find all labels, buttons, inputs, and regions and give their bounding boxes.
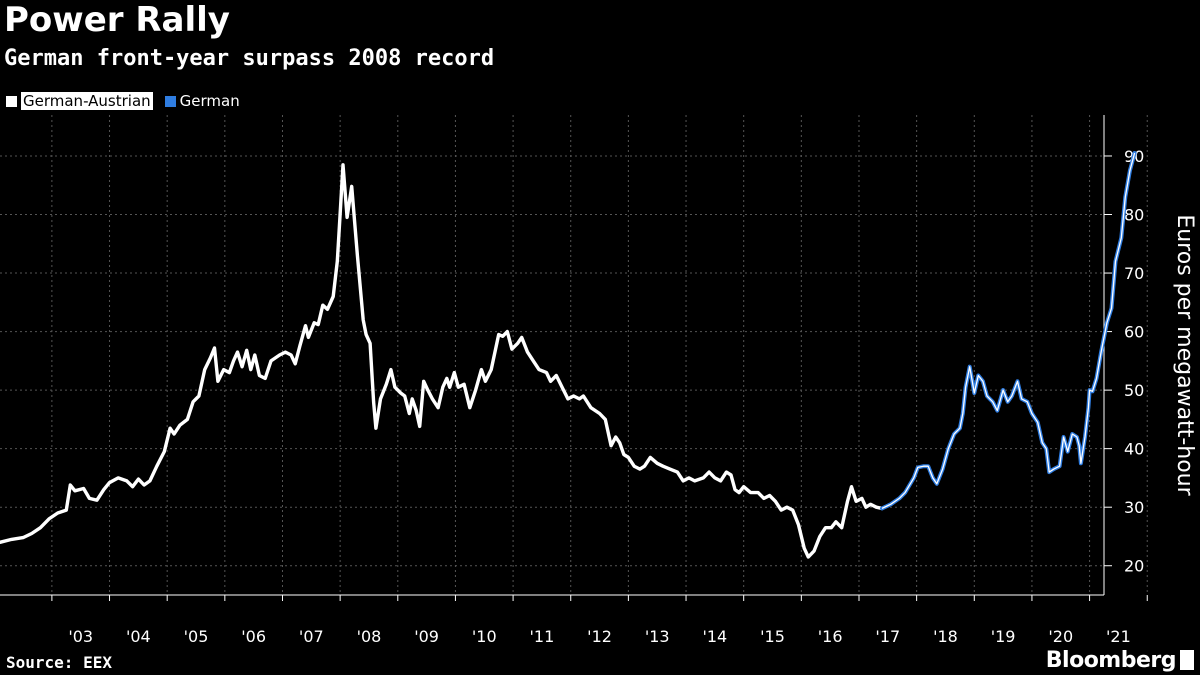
series-line-german-austrian: [0, 163, 884, 559]
y-axis-label: Euros per megawatt-hour: [1172, 214, 1197, 496]
series-line-german: [881, 152, 1136, 509]
legend-swatch-german: [164, 95, 176, 107]
x-tick-label: '20: [1048, 627, 1073, 646]
x-tick-label: '16: [818, 627, 843, 646]
y-tick-label: 20: [1124, 557, 1144, 576]
legend-item-german: German: [164, 92, 240, 110]
y-tick-label: 40: [1124, 440, 1144, 459]
x-tick-label: '19: [991, 627, 1016, 646]
x-tick-label: '05: [184, 627, 209, 646]
legend-label-german-austrian: German-Austrian: [21, 92, 153, 110]
y-tick-label: 50: [1124, 381, 1144, 400]
y-tick-label: 80: [1124, 206, 1144, 225]
x-tick-label: '06: [241, 627, 266, 646]
bloomberg-logo: Bloomberg: [1045, 648, 1177, 673]
x-tick-label: '15: [760, 627, 785, 646]
x-tick-label: '13: [645, 627, 670, 646]
source-note: Source: EEX: [6, 653, 112, 672]
chart-title: Power Rally: [4, 0, 230, 40]
legend-swatch-german-austrian: [6, 95, 17, 107]
series-line-german-outline: [880, 151, 1137, 511]
y-tick-label: 70: [1124, 264, 1144, 283]
chart-subtitle: German front-year surpass 2008 record: [4, 46, 495, 71]
x-tick-label: '09: [414, 627, 439, 646]
legend-label-german: German: [179, 92, 240, 110]
x-tick-label: '10: [472, 627, 497, 646]
y-tick-label: 60: [1124, 323, 1144, 342]
x-tick-label: '11: [530, 627, 555, 646]
legend-item-german-austrian: German-Austrian: [6, 92, 153, 110]
x-tick-label: '18: [933, 627, 958, 646]
y-tick-label: 30: [1124, 498, 1144, 517]
x-tick-label: '17: [875, 627, 900, 646]
x-tick-label: '08: [357, 627, 382, 646]
x-tick-label: '04: [126, 627, 151, 646]
x-tick-label: '14: [702, 627, 727, 646]
x-tick-label: '03: [68, 627, 93, 646]
x-tick-label: '07: [299, 627, 324, 646]
bloomberg-badge-icon: [1180, 650, 1194, 670]
x-tick-label: '12: [587, 627, 612, 646]
x-tick-label: '21: [1106, 627, 1131, 646]
legend: German-Austrian German: [6, 92, 240, 110]
